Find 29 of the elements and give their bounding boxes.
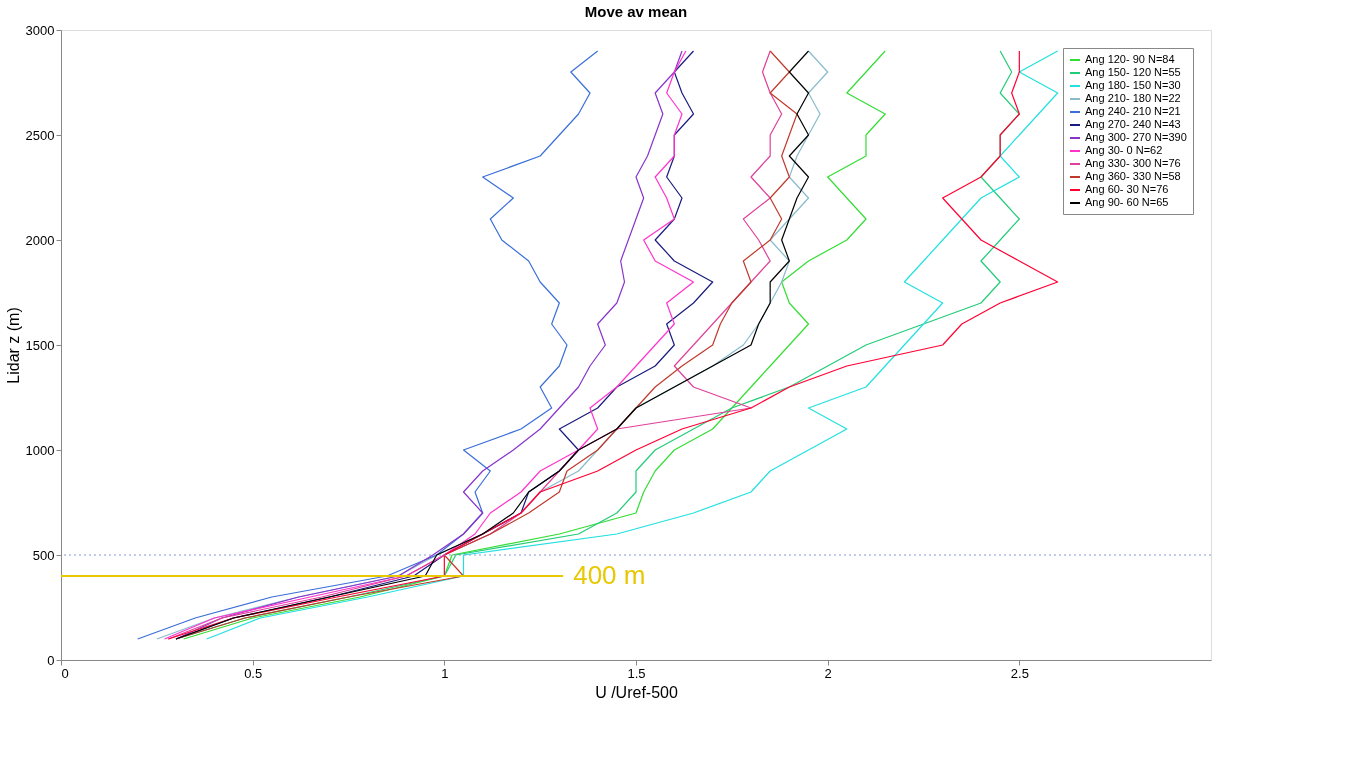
legend-label: Ang 270- 240 N=43 xyxy=(1085,118,1181,130)
legend-label: Ang 360- 330 N=58 xyxy=(1085,170,1181,182)
legend-label: Ang 210- 180 N=22 xyxy=(1085,92,1181,104)
y-tick-label: 0 xyxy=(47,652,55,668)
y-tick-label: 500 xyxy=(32,547,55,563)
legend-label: Ang 240- 210 N=21 xyxy=(1085,105,1181,117)
x-tick-label: 1.5 xyxy=(627,665,646,681)
y-tick-label: 3000 xyxy=(25,22,55,38)
y-axis-title: Lidar z (m) xyxy=(4,307,22,384)
y-tick-label: 2000 xyxy=(25,232,55,248)
chart-title: Move av mean xyxy=(584,3,688,20)
x-axis-title: U /Uref-500 xyxy=(595,683,678,701)
annotation: 400 m xyxy=(573,560,646,590)
legend-label: Ang 180- 150 N=30 xyxy=(1085,79,1181,91)
y-tick-label: 1500 xyxy=(25,337,55,353)
legend-label: Ang 150- 120 N=55 xyxy=(1085,66,1181,78)
legend-label: Ang 120- 90 N=84 xyxy=(1085,53,1175,65)
x-tick-label: 1 xyxy=(441,665,449,681)
legend-label: Ang 300- 270 N=390 xyxy=(1085,131,1187,143)
legend-label: Ang 30- 0 N=62 xyxy=(1085,144,1163,156)
y-tick-label: 2500 xyxy=(25,127,55,143)
x-tick-label: 2 xyxy=(824,665,832,681)
x-tick-label: 0.5 xyxy=(244,665,263,681)
x-tick-label: 2.5 xyxy=(1010,665,1029,681)
y-tick-label: 1000 xyxy=(25,442,55,458)
legend-label: Ang 90- 60 N=65 xyxy=(1085,196,1169,208)
legend-label: Ang 330- 300 N=76 xyxy=(1085,157,1181,169)
x-tick-label: 0 xyxy=(61,665,69,681)
legend-label: Ang 60- 30 N=76 xyxy=(1085,183,1169,195)
